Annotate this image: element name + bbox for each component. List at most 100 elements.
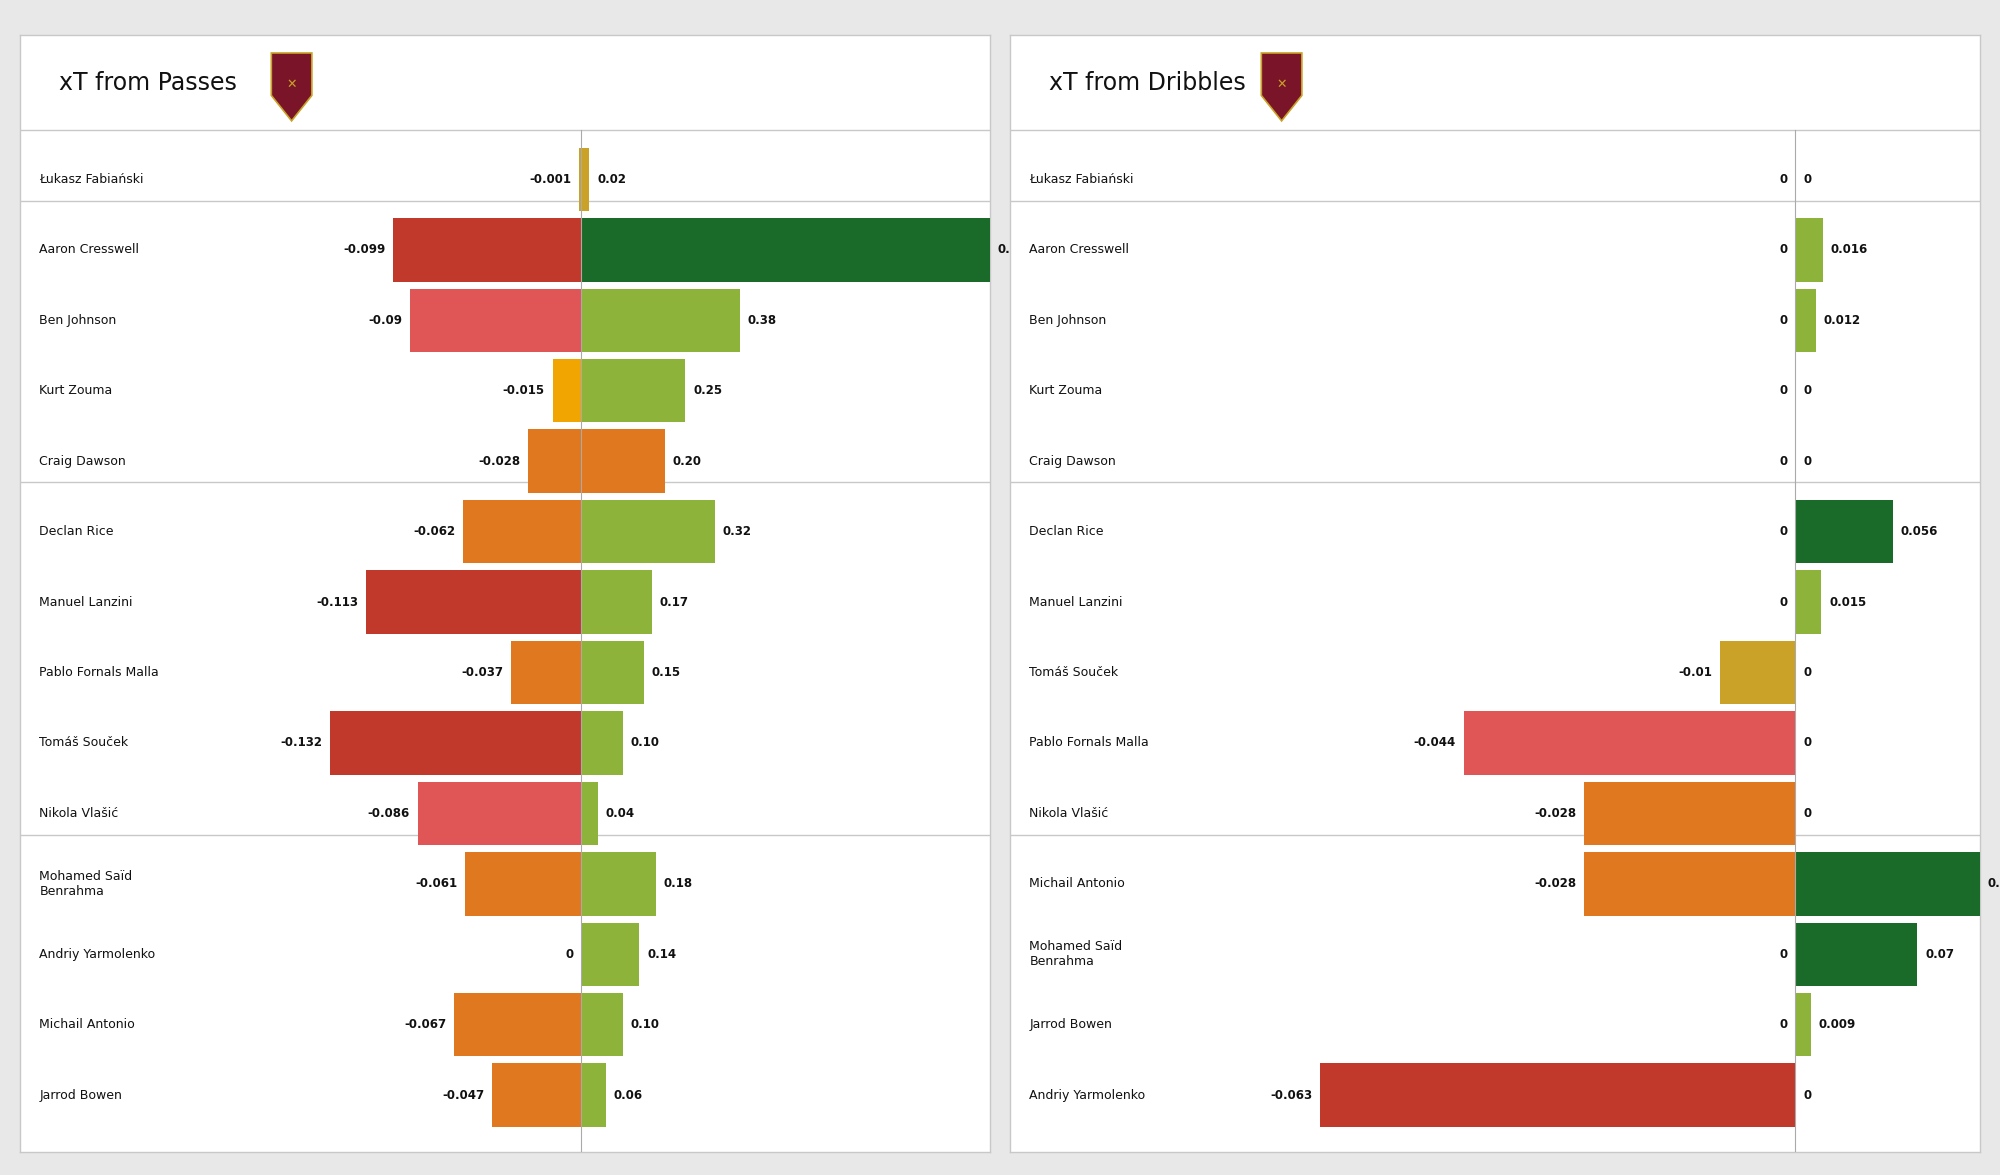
Text: 0.016: 0.016 <box>1830 243 1868 256</box>
Text: Pablo Fornals Malla: Pablo Fornals Malla <box>40 666 160 679</box>
Text: Nikola Vlašić: Nikola Vlašić <box>40 807 118 820</box>
Text: 0.14: 0.14 <box>648 948 676 961</box>
Text: 0: 0 <box>1804 1089 1812 1102</box>
Text: Declan Rice: Declan Rice <box>40 525 114 538</box>
Bar <box>582 570 652 633</box>
Bar <box>582 360 686 423</box>
Text: Kurt Zouma: Kurt Zouma <box>40 384 112 397</box>
Text: 0: 0 <box>1780 384 1788 397</box>
Bar <box>1320 1063 1796 1127</box>
Bar <box>1796 922 1918 986</box>
Text: Ben Johnson: Ben Johnson <box>40 314 116 327</box>
Text: Michail Antonio: Michail Antonio <box>1030 878 1126 891</box>
Text: Craig Dawson: Craig Dawson <box>40 455 126 468</box>
Text: 0.106: 0.106 <box>1988 878 2000 891</box>
Bar <box>1796 570 1822 633</box>
Text: Michail Antonio: Michail Antonio <box>40 1019 136 1032</box>
Text: 0: 0 <box>1804 384 1812 397</box>
Text: Nikola Vlašić: Nikola Vlašić <box>1030 807 1108 820</box>
Text: Aaron Cresswell: Aaron Cresswell <box>1030 243 1130 256</box>
Text: Łukasz Fabiański: Łukasz Fabiański <box>1030 173 1134 186</box>
Text: 0: 0 <box>1780 173 1788 186</box>
Text: 0.015: 0.015 <box>1830 596 1866 609</box>
Text: 0: 0 <box>566 948 574 961</box>
Text: 0.32: 0.32 <box>722 525 752 538</box>
Bar <box>582 430 664 492</box>
Bar <box>552 360 582 423</box>
Bar <box>466 852 582 915</box>
Text: 0: 0 <box>1780 525 1788 538</box>
Text: 0: 0 <box>1780 948 1788 961</box>
Bar <box>1584 781 1796 845</box>
Text: -0.062: -0.062 <box>414 525 456 538</box>
Text: Tomáš Souček: Tomáš Souček <box>40 737 128 750</box>
Text: Andriy Yarmolenko: Andriy Yarmolenko <box>1030 1089 1146 1102</box>
Text: 0: 0 <box>1804 737 1812 750</box>
Text: -0.113: -0.113 <box>316 596 358 609</box>
Bar <box>1720 640 1796 704</box>
Text: -0.061: -0.061 <box>416 878 458 891</box>
Text: Jarrod Bowen: Jarrod Bowen <box>1030 1019 1112 1032</box>
Bar <box>582 922 640 986</box>
Text: 0.02: 0.02 <box>598 173 626 186</box>
Text: -0.09: -0.09 <box>368 314 402 327</box>
Text: 0.17: 0.17 <box>660 596 688 609</box>
Text: Tomáš Souček: Tomáš Souček <box>1030 666 1118 679</box>
Bar <box>454 993 582 1056</box>
Text: -0.099: -0.099 <box>344 243 386 256</box>
Text: 0.009: 0.009 <box>1818 1019 1856 1032</box>
Text: 0: 0 <box>1804 173 1812 186</box>
Text: 0: 0 <box>1780 596 1788 609</box>
Text: ✕: ✕ <box>1276 79 1286 92</box>
Bar <box>1796 852 1980 915</box>
Text: 0: 0 <box>1780 455 1788 468</box>
Bar <box>582 148 590 212</box>
Text: ✕: ✕ <box>286 79 296 92</box>
Text: Mohamed Saïd
Benrahma: Mohamed Saïd Benrahma <box>40 870 132 898</box>
Text: 0: 0 <box>1780 243 1788 256</box>
Bar <box>464 499 582 563</box>
Text: -0.028: -0.028 <box>1534 807 1576 820</box>
Text: 0.07: 0.07 <box>1926 948 1954 961</box>
Text: 0.04: 0.04 <box>606 807 634 820</box>
Text: 0.10: 0.10 <box>630 1019 660 1032</box>
Bar <box>1464 711 1796 774</box>
Bar <box>330 711 582 774</box>
Text: Pablo Fornals Malla: Pablo Fornals Malla <box>1030 737 1150 750</box>
Polygon shape <box>272 53 312 121</box>
Text: -0.132: -0.132 <box>280 737 322 750</box>
Text: 0.10: 0.10 <box>630 737 660 750</box>
Bar <box>582 852 656 915</box>
Text: 0.06: 0.06 <box>614 1089 642 1102</box>
Bar <box>510 640 582 704</box>
Text: Ben Johnson: Ben Johnson <box>1030 314 1106 327</box>
Text: 0.25: 0.25 <box>694 384 722 397</box>
Text: -0.047: -0.047 <box>442 1089 484 1102</box>
Text: 0.18: 0.18 <box>664 878 694 891</box>
Bar <box>418 781 582 845</box>
Bar <box>528 430 582 492</box>
Bar <box>1796 993 1810 1056</box>
Text: 0: 0 <box>1780 314 1788 327</box>
Bar <box>582 711 622 774</box>
Text: Manuel Lanzini: Manuel Lanzini <box>1030 596 1122 609</box>
Text: Łukasz Fabiański: Łukasz Fabiański <box>40 173 144 186</box>
Bar <box>1796 219 1824 282</box>
Text: Manuel Lanzini: Manuel Lanzini <box>40 596 132 609</box>
Bar <box>582 993 622 1056</box>
Text: -0.01: -0.01 <box>1678 666 1712 679</box>
Text: Mohamed Saïd
Benrahma: Mohamed Saïd Benrahma <box>1030 940 1122 968</box>
Bar <box>582 781 598 845</box>
Bar <box>1796 289 1816 352</box>
Text: -0.067: -0.067 <box>404 1019 446 1032</box>
Text: 0: 0 <box>1804 666 1812 679</box>
Text: Jarrod Bowen: Jarrod Bowen <box>40 1089 122 1102</box>
Bar <box>582 640 644 704</box>
Text: Kurt Zouma: Kurt Zouma <box>1030 384 1102 397</box>
Text: 0: 0 <box>1804 455 1812 468</box>
Text: -0.001: -0.001 <box>530 173 572 186</box>
Text: 0.012: 0.012 <box>1824 314 1862 327</box>
Text: -0.044: -0.044 <box>1414 737 1456 750</box>
Bar <box>582 219 990 282</box>
Text: Declan Rice: Declan Rice <box>1030 525 1104 538</box>
